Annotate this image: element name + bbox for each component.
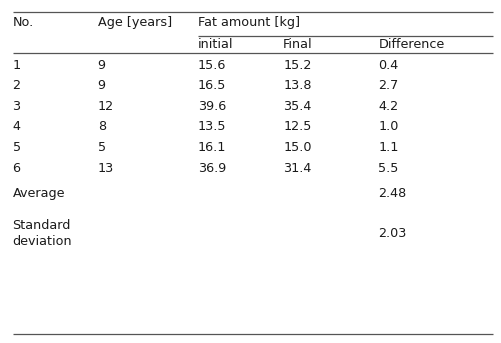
Text: 2.03: 2.03	[378, 227, 407, 240]
Text: 6: 6	[13, 162, 21, 175]
Text: 39.6: 39.6	[198, 100, 226, 113]
Text: No.: No.	[13, 16, 34, 29]
Text: 1: 1	[13, 59, 21, 72]
Text: 9: 9	[98, 79, 106, 92]
Text: Standard
deviation: Standard deviation	[13, 219, 72, 248]
Text: 5: 5	[13, 141, 21, 154]
Text: 2.48: 2.48	[378, 187, 406, 200]
Text: 0.4: 0.4	[378, 59, 398, 72]
Text: 36.9: 36.9	[198, 162, 226, 175]
Text: Fat amount [kg]: Fat amount [kg]	[198, 16, 300, 29]
Text: 2: 2	[13, 79, 21, 92]
Text: 15.2: 15.2	[283, 59, 312, 72]
Text: 16.5: 16.5	[198, 79, 226, 92]
Text: 9: 9	[98, 59, 106, 72]
Text: 13.5: 13.5	[198, 120, 226, 133]
Text: 4.2: 4.2	[378, 100, 398, 113]
Text: 13: 13	[98, 162, 114, 175]
Text: 2.7: 2.7	[378, 79, 398, 92]
Text: 35.4: 35.4	[283, 100, 312, 113]
Text: 15.0: 15.0	[283, 141, 312, 154]
Text: 3: 3	[13, 100, 21, 113]
Text: initial: initial	[198, 38, 233, 51]
Text: Average: Average	[13, 187, 65, 200]
Text: 8: 8	[98, 120, 106, 133]
Text: 12.5: 12.5	[283, 120, 312, 133]
Text: 31.4: 31.4	[283, 162, 312, 175]
Text: Difference: Difference	[378, 38, 444, 51]
Text: 12: 12	[98, 100, 114, 113]
Text: Age [years]: Age [years]	[98, 16, 172, 29]
Text: 5.5: 5.5	[378, 162, 399, 175]
Text: 15.6: 15.6	[198, 59, 226, 72]
Text: Final: Final	[283, 38, 313, 51]
Text: 1.1: 1.1	[378, 141, 399, 154]
Text: 16.1: 16.1	[198, 141, 226, 154]
Text: 4: 4	[13, 120, 21, 133]
Text: 5: 5	[98, 141, 106, 154]
Text: 1.0: 1.0	[378, 120, 399, 133]
Text: 13.8: 13.8	[283, 79, 312, 92]
